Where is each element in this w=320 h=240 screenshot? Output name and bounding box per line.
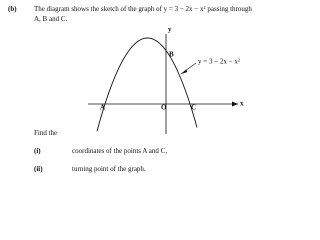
question-text: A, B and C. bbox=[34, 15, 68, 23]
task-label: (ii) bbox=[34, 165, 43, 173]
point-label: A bbox=[100, 104, 105, 112]
label-arrowhead bbox=[181, 69, 188, 74]
origin-label: O bbox=[161, 104, 167, 112]
curve-label: y = 3 − 2x − x² bbox=[198, 58, 240, 66]
task-text: turning point of the graph. bbox=[72, 165, 146, 173]
parabola bbox=[96, 37, 198, 132]
x-label: x bbox=[240, 100, 244, 108]
x-arrow bbox=[232, 101, 238, 107]
point-label: C bbox=[191, 104, 196, 112]
question-text: The diagram shows the sketch of the grap… bbox=[34, 5, 252, 13]
point-label: B bbox=[169, 51, 174, 59]
task-label: (i) bbox=[34, 147, 41, 155]
y-label: y bbox=[168, 26, 172, 34]
task-text: coordinates of the points A and C, bbox=[72, 147, 168, 155]
question-label: (b) bbox=[8, 5, 17, 13]
task-intro: Find the bbox=[34, 129, 58, 137]
graph: x y A B C O y = 3 − 2x − x² bbox=[88, 26, 244, 134]
page: (b) The diagram shows the sketch of the … bbox=[8, 5, 252, 173]
